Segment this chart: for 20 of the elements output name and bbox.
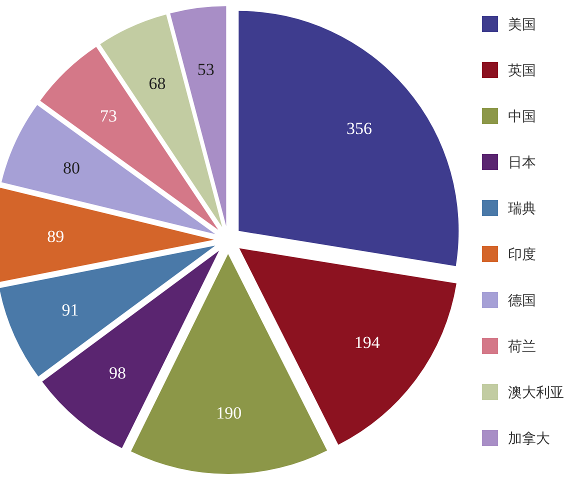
legend-label: 英国: [508, 62, 536, 79]
data-label: 91: [62, 300, 79, 320]
data-label: 190: [216, 403, 242, 422]
legend-label: 中国: [508, 108, 536, 125]
data-label: 98: [109, 363, 126, 382]
data-label: 53: [197, 60, 214, 79]
data-label: 356: [346, 119, 372, 138]
legend-label: 荷兰: [508, 338, 536, 355]
data-label: 68: [148, 74, 166, 93]
legend-label: 印度: [508, 246, 536, 263]
data-label: 80: [63, 158, 80, 178]
legend-label: 日本: [508, 154, 536, 171]
legend-label: 加拿大: [508, 430, 550, 447]
legend-label: 澳大利亚: [508, 384, 564, 401]
legend-label: 瑞典: [508, 200, 536, 217]
data-label: 73: [100, 106, 117, 126]
legend-label: 美国: [508, 16, 536, 33]
data-label: 89: [47, 227, 64, 246]
data-label: 194: [354, 332, 380, 352]
legend-label: 德国: [508, 292, 536, 309]
